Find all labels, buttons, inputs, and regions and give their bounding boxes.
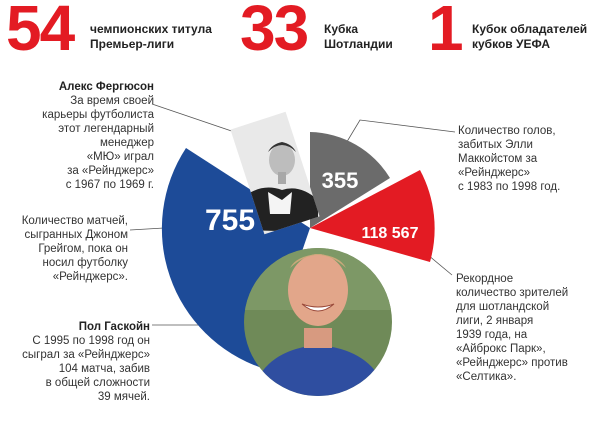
ferguson-name: Алекс Фергюсон	[58, 81, 154, 93]
stat-titles-label: чемпионских титула Премьер-лиги	[90, 22, 212, 51]
gascoigne-name: Пол Гаскойн	[78, 321, 150, 333]
stat-cups-number: 33	[240, 0, 309, 64]
slice-red	[310, 170, 435, 262]
stat-titles-number: 54	[6, 0, 75, 64]
stat-uefa-number: 1	[428, 0, 464, 64]
slice-gray	[310, 132, 390, 228]
note-greig: Количество матчей, сыгранных Джоном Грей…	[21, 215, 128, 283]
stat-uefa-label: Кубок обладателей кубков УЕФА	[472, 22, 588, 51]
label-118567: 118 567	[362, 225, 419, 242]
note-mccoist: Количество голов, забитых Элли Маккойсто…	[458, 125, 561, 193]
connector-mccoist	[341, 119, 456, 151]
label-355: 355	[322, 168, 359, 193]
note-gascoigne: Пол Гаскойн С 1995 по 1998 год он сыграл…	[4, 320, 150, 404]
note-ferguson: Алекс Фергюсон За время своей карьеры фу…	[8, 80, 154, 192]
label-755: 755	[205, 204, 255, 237]
stat-cups-label: Кубка Шотландии	[324, 22, 393, 51]
note-attendance: Рекордное количество зрителей для шотлан…	[456, 273, 569, 383]
ferguson-photo	[230, 111, 320, 235]
